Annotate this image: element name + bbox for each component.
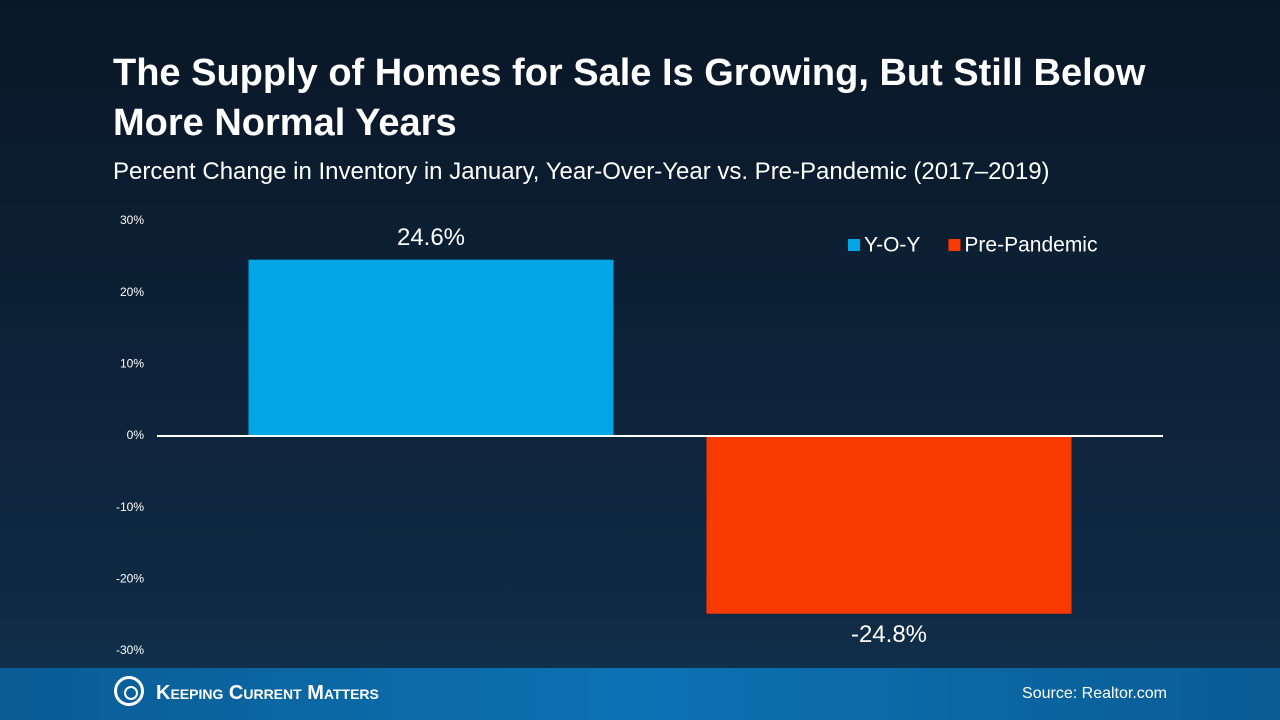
brand: Keeping Current Matters <box>156 682 379 704</box>
legend-label: Y-O-Y <box>864 234 920 257</box>
footer: Keeping Current Matters Source: Realtor.… <box>0 668 1280 720</box>
chart-title: The Supply of Homes for Sale Is Growing,… <box>113 52 1146 144</box>
y-tick-label: -20% <box>116 572 144 586</box>
logo <box>114 676 144 706</box>
y-tick-label: 10% <box>120 357 144 371</box>
y-tick-label: -30% <box>116 643 144 657</box>
data-label: -24.8% <box>851 621 927 648</box>
data-label: 24.6% <box>397 224 465 251</box>
y-tick-label: -10% <box>116 500 144 514</box>
bar <box>248 259 614 436</box>
y-tick-label: 30% <box>120 213 144 227</box>
legend-label: Pre-Pandemic <box>964 234 1097 257</box>
bar <box>706 436 1072 614</box>
chart: -30% -20% -10% 0% 10% 20% 30% 24.6% -24.8% Y-O-Y P… <box>116 213 1097 657</box>
legend-swatch <box>948 239 961 251</box>
legend-swatch <box>848 239 860 251</box>
chart-subtitle: Percent Change in Inventory in January, … <box>113 158 1050 185</box>
source: Source: Realtor.com <box>1022 685 1167 702</box>
y-tick-label: 0% <box>127 428 145 442</box>
y-tick-label: 20% <box>120 285 144 299</box>
